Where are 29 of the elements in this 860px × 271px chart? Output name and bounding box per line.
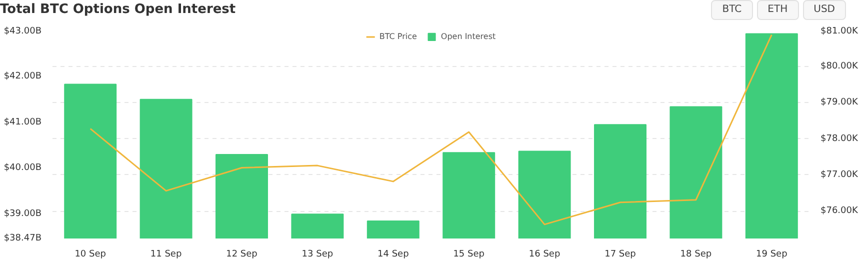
y2-tick-label: $77.00K: [820, 170, 859, 180]
y-tick-label: $40.00B: [4, 163, 42, 174]
x-tick-label: 17 Sep: [604, 250, 636, 260]
y-tick-label: $42.00B: [4, 71, 42, 82]
text: BTC: [711, 0, 753, 20]
line-series: [90, 34, 772, 226]
x-tick-label: 10 Sep: [74, 250, 106, 260]
y2-tick-label: $81.00K: [820, 26, 859, 36]
text: USD: [802, 0, 846, 20]
y-tick-label: $41.00B: [4, 117, 42, 128]
y2-tick-label: $79.00K: [820, 98, 859, 108]
y2-tick-label: $78.00K: [820, 134, 859, 144]
text: ETH: [756, 0, 799, 20]
x-tick-label: 14 Sep: [378, 250, 410, 260]
x-tick-label: 15 Sep: [453, 250, 485, 260]
legend-label: BTC Price: [379, 32, 417, 41]
x-tick-label: 11 Sep: [150, 250, 182, 260]
x-tick-label: 12 Sep: [226, 250, 258, 260]
x-tick-label: 16 Sep: [528, 250, 560, 260]
y-tick-label: $43.00B: [4, 26, 42, 36]
x-tick-label: 13 Sep: [302, 250, 334, 260]
y-tick-label: $39.00B: [4, 209, 42, 220]
y2-tick-label: $76.00K: [820, 206, 859, 216]
x-tick-label: 18 Sep: [680, 250, 712, 260]
y-tick-label: $38.47B: [4, 234, 42, 244]
chart-title: Total BTC Options Open Interest: [0, 0, 236, 19]
y2-tick-label: $80.00K: [820, 62, 859, 72]
x-tick-label: 19 Sep: [756, 250, 788, 260]
legend-label: Open Interest: [440, 32, 496, 41]
